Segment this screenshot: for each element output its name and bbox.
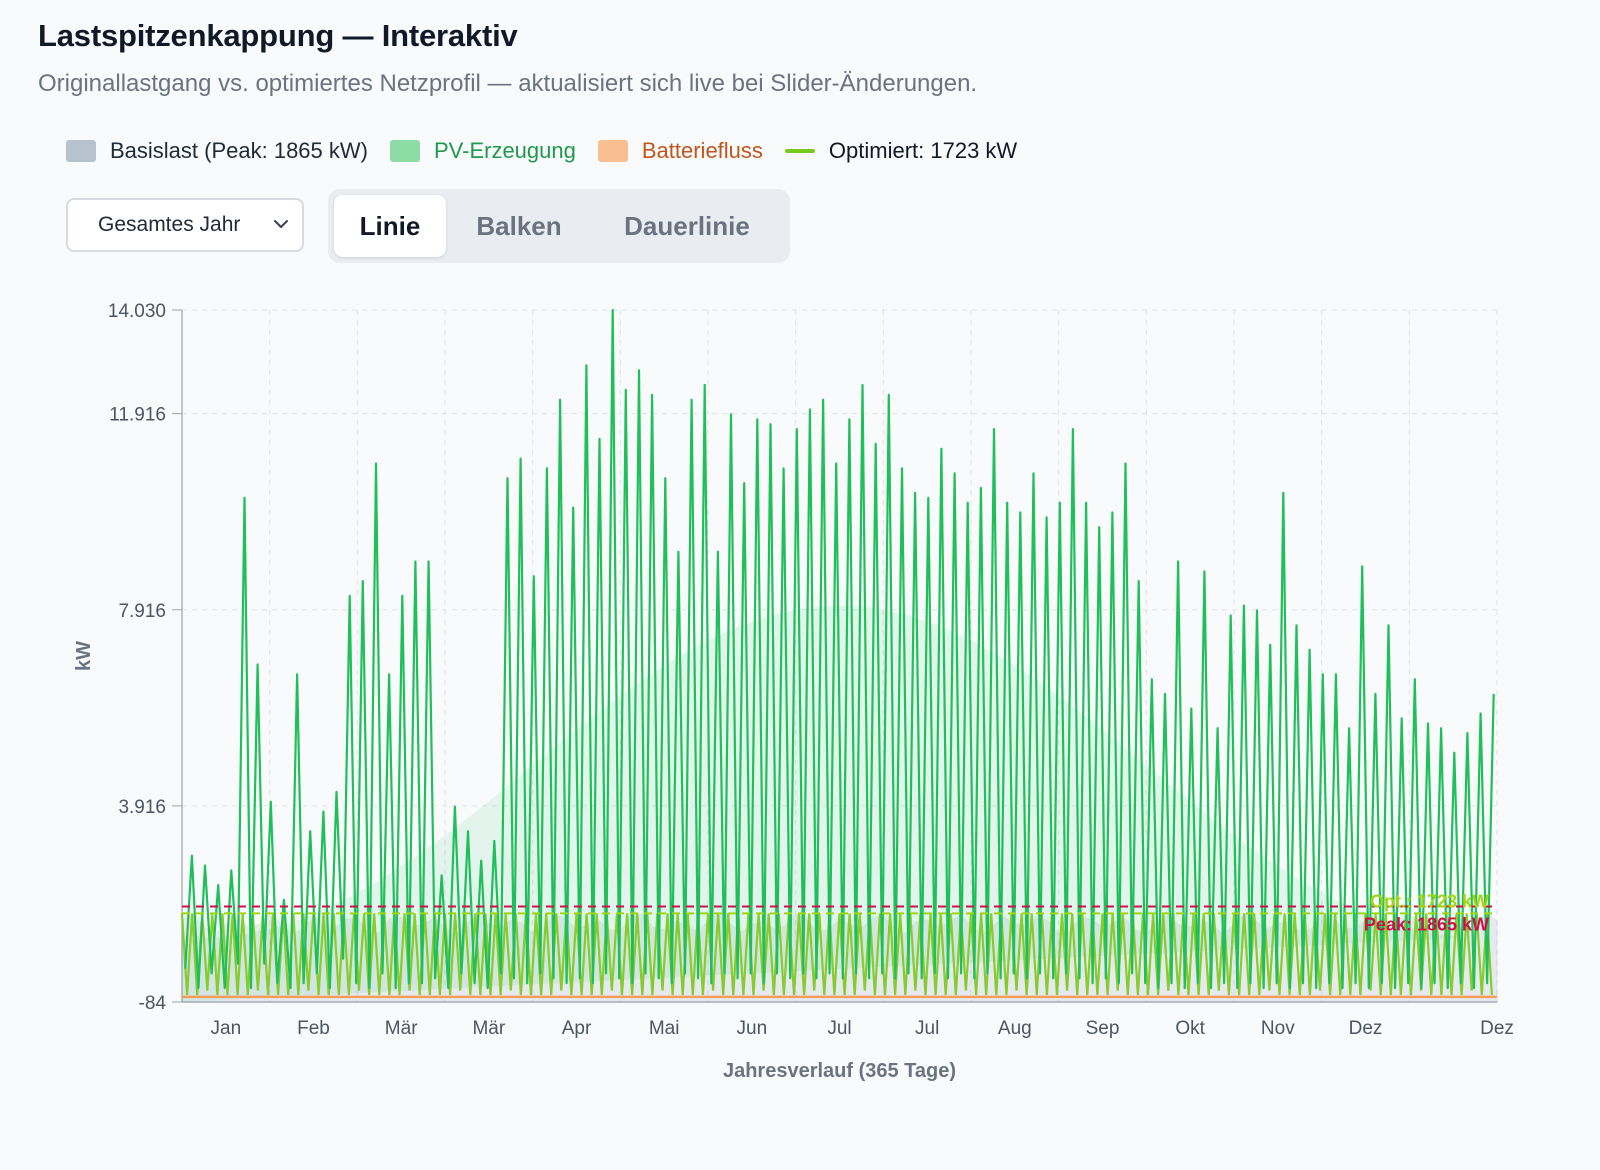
view-mode-tabs: Linie Balken Dauerlinie — [328, 189, 790, 263]
legend-swatch-pv — [389, 140, 420, 162]
y-axis-title: kW — [73, 641, 95, 671]
legend-swatch-batterie — [597, 140, 628, 162]
page-subtitle: Originallastgang vs. optimiertes Netzpro… — [38, 70, 978, 97]
x-tick-label: Mär — [472, 1018, 505, 1039]
x-tick-label: Mai — [649, 1018, 680, 1039]
x-tick-label: Feb — [297, 1018, 330, 1039]
legend-label-pv: PV-Erzeugung — [433, 138, 576, 163]
legend-item-basislast[interactable]: Basislast (Peak: 1865 kW) — [66, 138, 368, 164]
tab-balken[interactable]: Balken — [476, 210, 562, 241]
range-select-value: Gesamtes Jahr — [98, 213, 241, 236]
chevron-down-icon — [274, 220, 288, 228]
page-title: Lastspitzenkappung — Interaktiv — [38, 18, 518, 53]
x-tick-label: Jul — [827, 1018, 851, 1039]
x-tick-label: Dez — [1349, 1018, 1383, 1039]
x-tick-label: Nov — [1261, 1018, 1295, 1039]
load-chart: 14.030 11.916 7.916 3.916 -84 Jan Feb Mär Mär Apr… — [73, 301, 1514, 1082]
legend-swatch-optimiert — [784, 149, 815, 153]
x-tick-label: Aug — [998, 1018, 1032, 1039]
chart-legend: Basislast (Peak: 1865 kW) PV-Erzeugung B… — [66, 134, 1039, 168]
legend-label-basislast: Basislast (Peak: 1865 kW) — [110, 138, 368, 163]
pv-generation-line — [184, 308, 1495, 990]
x-tick-label: Apr — [562, 1018, 592, 1039]
x-tick-label: Jan — [211, 1018, 242, 1039]
legend-item-batterie[interactable]: Batteriefluss — [597, 138, 763, 164]
tab-dauerlinie[interactable]: Dauerlinie — [624, 210, 750, 241]
legend-swatch-basislast — [66, 140, 96, 162]
legend-label-optimiert: Optimiert: 1723 kW — [828, 138, 1018, 163]
x-tick-label: Jun — [737, 1018, 768, 1039]
tab-linie[interactable]: Linie — [334, 195, 446, 257]
y-tick-label: 7.916 — [118, 601, 166, 622]
legend-item-pv[interactable]: PV-Erzeugung — [389, 138, 576, 164]
x-axis-title: Jahresverlauf (365 Tage) — [723, 1060, 956, 1082]
y-tick-label: -84 — [139, 993, 167, 1014]
y-tick-label: 14.030 — [108, 301, 166, 322]
reference-label-peak: Peak: 1865 kW — [1364, 914, 1489, 934]
reference-label-opt: Opt.: 1723 kW — [1370, 891, 1489, 911]
legend-item-optimiert[interactable]: Optimiert: 1723 kW — [784, 138, 1018, 164]
x-tick-label: Okt — [1175, 1018, 1205, 1039]
x-tick-label: Jul — [915, 1018, 939, 1039]
legend-label-batterie: Batteriefluss — [641, 138, 763, 163]
x-tick-label: Mär — [385, 1018, 418, 1039]
y-tick-label: 11.916 — [109, 405, 166, 426]
range-select[interactable]: Gesamtes Jahr — [66, 198, 304, 252]
x-tick-label: Sep — [1086, 1018, 1120, 1039]
optimized-line — [180, 913, 1493, 995]
y-tick-label: 3.916 — [118, 797, 166, 818]
x-tick-label: Dez — [1480, 1018, 1514, 1039]
